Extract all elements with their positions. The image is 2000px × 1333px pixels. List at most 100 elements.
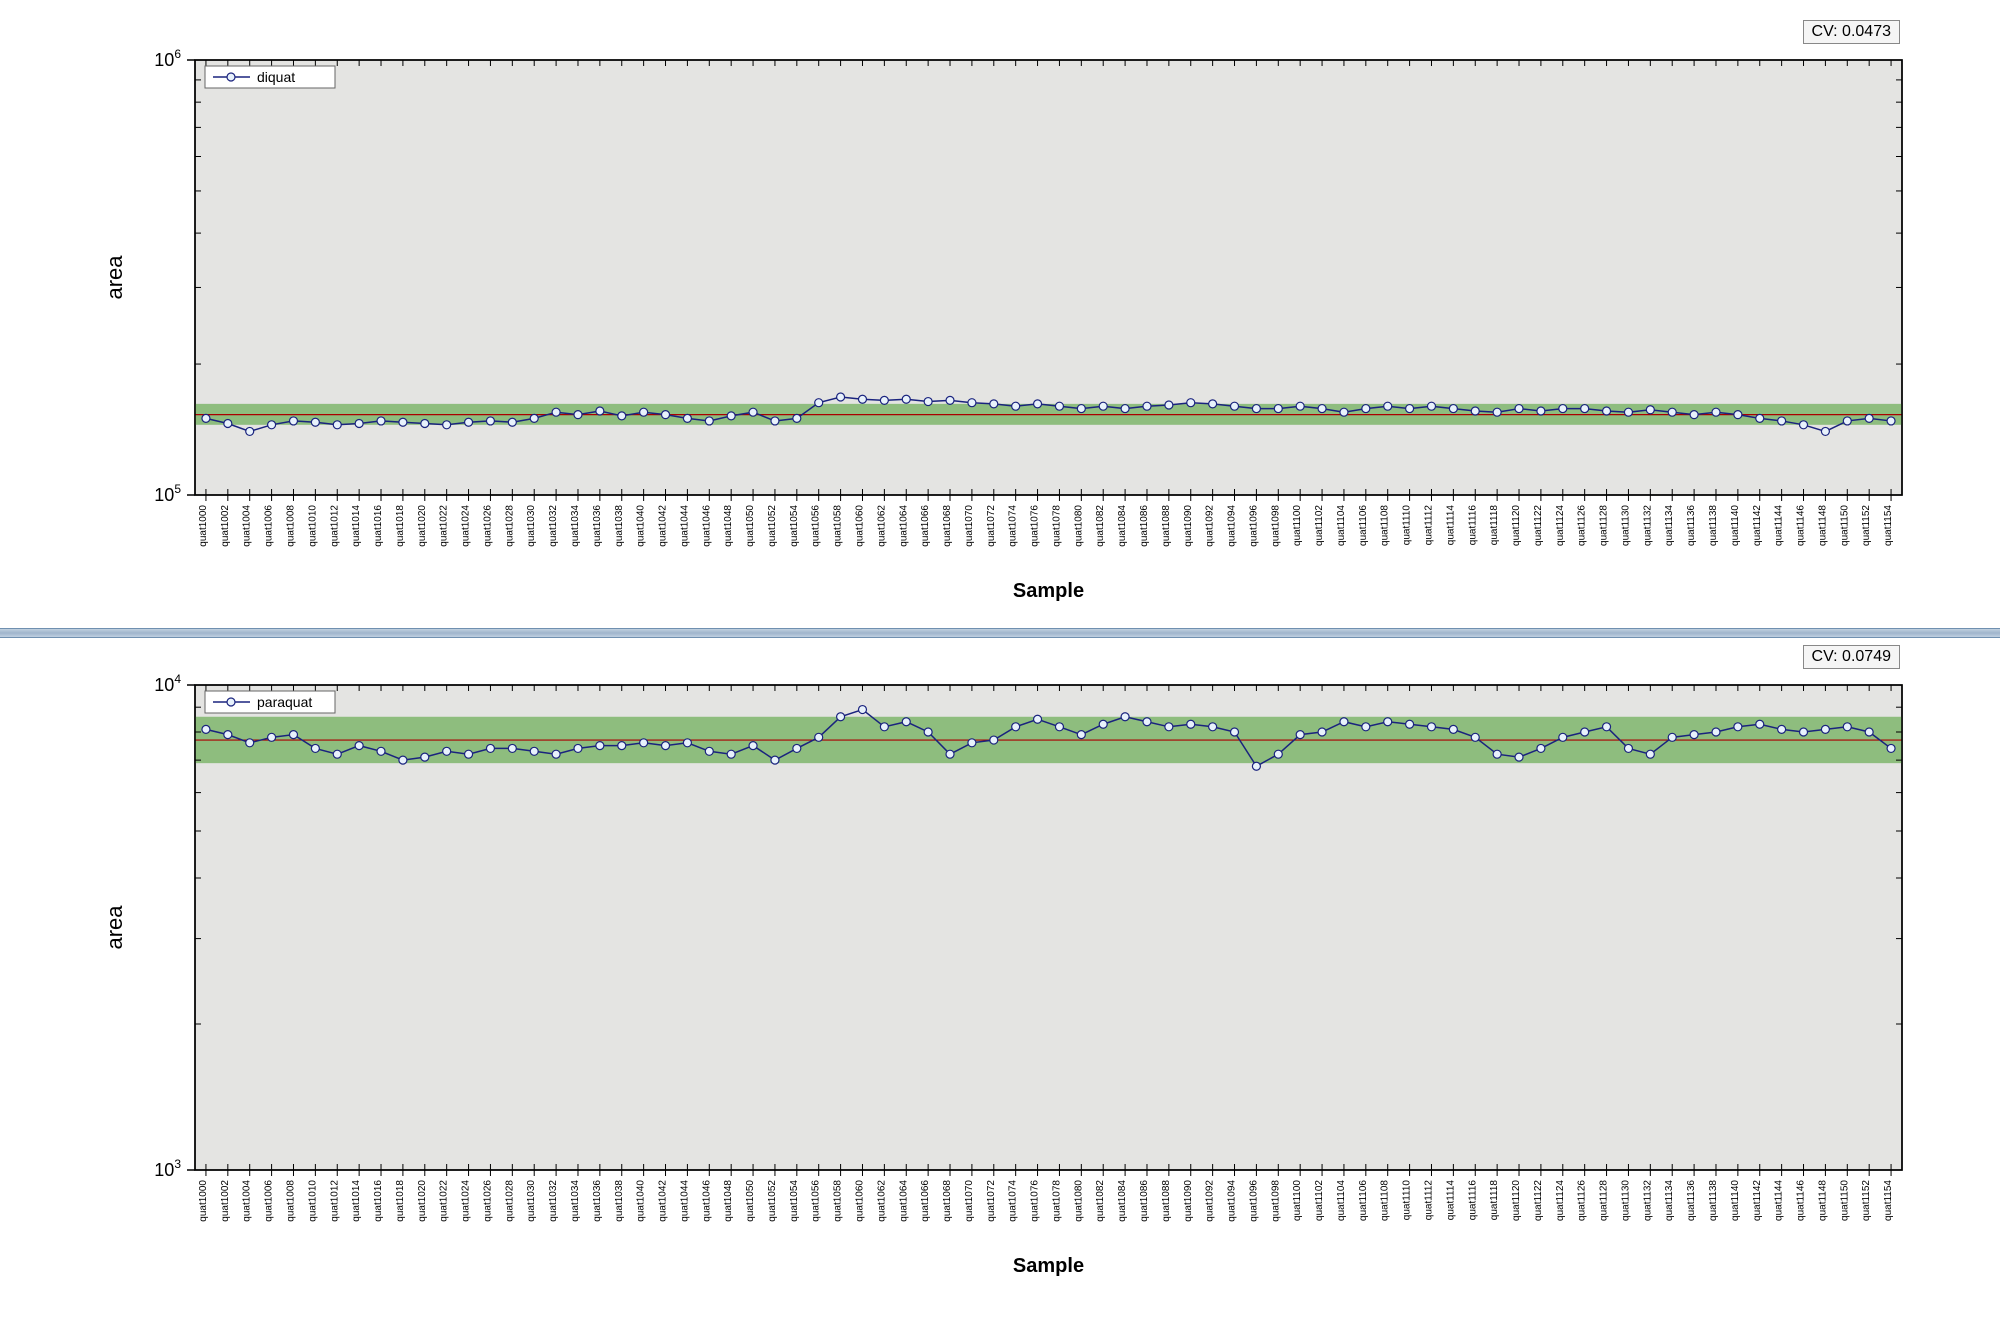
panel-divider xyxy=(0,628,2000,638)
svg-text:quat1082: quat1082 xyxy=(1095,505,1106,547)
svg-text:quat1102: quat1102 xyxy=(1314,505,1325,546)
svg-text:quat1074: quat1074 xyxy=(1008,505,1019,547)
svg-text:quat1124: quat1124 xyxy=(1555,505,1566,546)
svg-text:diquat: diquat xyxy=(257,69,295,85)
svg-text:quat1114: quat1114 xyxy=(1445,1180,1456,1221)
svg-text:quat1082: quat1082 xyxy=(1095,1180,1106,1222)
svg-text:paraquat: paraquat xyxy=(257,694,312,710)
svg-text:quat1134: quat1134 xyxy=(1664,505,1675,546)
svg-text:quat1016: quat1016 xyxy=(373,505,384,547)
svg-text:quat1074: quat1074 xyxy=(1008,1180,1019,1222)
svg-text:quat1146: quat1146 xyxy=(1796,1180,1807,1221)
svg-text:Sample: Sample xyxy=(1013,1255,1084,1277)
svg-text:quat1054: quat1054 xyxy=(789,1180,800,1222)
svg-text:quat1148: quat1148 xyxy=(1817,1180,1828,1221)
chart-svg-diquat: 105106quat1000quat1002quat1004quat1006qu… xyxy=(100,45,1920,605)
svg-text:quat1104: quat1104 xyxy=(1336,505,1347,546)
svg-text:quat1018: quat1018 xyxy=(395,1180,406,1222)
svg-text:quat1046: quat1046 xyxy=(701,1180,712,1222)
svg-text:quat1076: quat1076 xyxy=(1030,1180,1041,1222)
svg-text:quat1140: quat1140 xyxy=(1730,505,1741,546)
svg-text:quat1022: quat1022 xyxy=(439,1180,450,1222)
svg-text:quat1116: quat1116 xyxy=(1467,1180,1478,1221)
svg-text:quat1062: quat1062 xyxy=(876,505,887,547)
svg-text:quat1098: quat1098 xyxy=(1270,505,1281,547)
svg-text:area: area xyxy=(102,905,127,950)
svg-text:quat1136: quat1136 xyxy=(1686,1180,1697,1221)
svg-text:quat1132: quat1132 xyxy=(1642,505,1653,546)
svg-text:area: area xyxy=(102,255,127,300)
svg-text:quat1024: quat1024 xyxy=(461,1180,472,1222)
svg-text:quat1054: quat1054 xyxy=(789,505,800,547)
svg-text:quat1120: quat1120 xyxy=(1511,1180,1522,1221)
svg-text:quat1012: quat1012 xyxy=(329,1180,340,1222)
svg-text:quat1142: quat1142 xyxy=(1752,1180,1763,1221)
svg-text:quat1038: quat1038 xyxy=(614,505,625,547)
svg-text:quat1004: quat1004 xyxy=(242,1180,253,1222)
svg-text:quat1140: quat1140 xyxy=(1730,1180,1741,1221)
svg-text:quat1020: quat1020 xyxy=(417,1180,428,1222)
svg-text:quat1120: quat1120 xyxy=(1511,505,1522,546)
svg-text:quat1136: quat1136 xyxy=(1686,505,1697,546)
svg-text:quat1056: quat1056 xyxy=(811,1180,822,1222)
svg-text:quat1044: quat1044 xyxy=(679,505,690,547)
svg-text:quat1056: quat1056 xyxy=(811,505,822,547)
svg-text:quat1106: quat1106 xyxy=(1358,505,1369,546)
svg-text:quat1022: quat1022 xyxy=(439,505,450,547)
svg-text:quat1006: quat1006 xyxy=(264,505,275,547)
svg-text:quat1132: quat1132 xyxy=(1642,1180,1653,1221)
svg-text:quat1130: quat1130 xyxy=(1620,505,1631,546)
svg-text:quat1024: quat1024 xyxy=(461,505,472,547)
svg-text:quat1128: quat1128 xyxy=(1599,505,1610,546)
svg-text:quat1146: quat1146 xyxy=(1796,505,1807,546)
svg-text:quat1144: quat1144 xyxy=(1774,1180,1785,1221)
svg-text:quat1060: quat1060 xyxy=(854,1180,865,1222)
svg-text:quat1032: quat1032 xyxy=(548,505,559,547)
svg-text:103: 103 xyxy=(154,1157,181,1180)
svg-text:quat1126: quat1126 xyxy=(1577,1180,1588,1221)
svg-text:quat1066: quat1066 xyxy=(920,1180,931,1222)
svg-text:quat1152: quat1152 xyxy=(1861,505,1872,546)
svg-text:quat1100: quat1100 xyxy=(1292,505,1303,546)
chart-panel-paraquat: CV: 0.0749 103104quat1000quat1002quat100… xyxy=(100,670,1920,1280)
svg-text:quat1102: quat1102 xyxy=(1314,1180,1325,1221)
svg-text:quat1012: quat1012 xyxy=(329,505,340,547)
svg-text:quat1032: quat1032 xyxy=(548,1180,559,1222)
svg-text:quat1070: quat1070 xyxy=(964,505,975,547)
svg-text:quat1010: quat1010 xyxy=(307,1180,318,1222)
svg-text:quat1060: quat1060 xyxy=(854,505,865,547)
svg-text:quat1038: quat1038 xyxy=(614,1180,625,1222)
chart-panel-diquat: CV: 0.0473 105106quat1000quat1002quat100… xyxy=(100,45,1920,605)
svg-text:quat1114: quat1114 xyxy=(1445,505,1456,546)
svg-text:quat1154: quat1154 xyxy=(1883,1180,1894,1221)
svg-text:quat1104: quat1104 xyxy=(1336,1180,1347,1221)
svg-text:quat1110: quat1110 xyxy=(1402,505,1413,546)
svg-text:quat1052: quat1052 xyxy=(767,505,778,547)
svg-text:quat1116: quat1116 xyxy=(1467,505,1478,546)
svg-text:quat1108: quat1108 xyxy=(1380,1180,1391,1221)
svg-text:quat1078: quat1078 xyxy=(1051,1180,1062,1222)
svg-text:quat1030: quat1030 xyxy=(526,1180,537,1222)
svg-text:quat1096: quat1096 xyxy=(1248,505,1259,547)
svg-text:quat1014: quat1014 xyxy=(351,1180,362,1222)
svg-text:quat1124: quat1124 xyxy=(1555,1180,1566,1221)
svg-text:quat1058: quat1058 xyxy=(833,1180,844,1222)
svg-text:quat1028: quat1028 xyxy=(504,505,515,547)
svg-text:quat1072: quat1072 xyxy=(986,1180,997,1222)
svg-text:quat1004: quat1004 xyxy=(242,505,253,547)
svg-text:quat1010: quat1010 xyxy=(307,505,318,547)
svg-text:quat1090: quat1090 xyxy=(1183,1180,1194,1222)
svg-text:quat1080: quat1080 xyxy=(1073,1180,1084,1222)
svg-text:quat1084: quat1084 xyxy=(1117,1180,1128,1222)
svg-text:105: 105 xyxy=(154,482,181,505)
svg-text:quat1072: quat1072 xyxy=(986,505,997,547)
svg-text:Sample: Sample xyxy=(1013,580,1084,602)
svg-text:quat1046: quat1046 xyxy=(701,505,712,547)
svg-text:quat1086: quat1086 xyxy=(1139,505,1150,547)
svg-text:quat1092: quat1092 xyxy=(1205,505,1216,547)
svg-text:quat1014: quat1014 xyxy=(351,505,362,547)
cv-badge: CV: 0.0749 xyxy=(1803,645,1900,669)
svg-text:quat1108: quat1108 xyxy=(1380,505,1391,546)
svg-text:quat1088: quat1088 xyxy=(1161,505,1172,547)
svg-text:quat1006: quat1006 xyxy=(264,1180,275,1222)
